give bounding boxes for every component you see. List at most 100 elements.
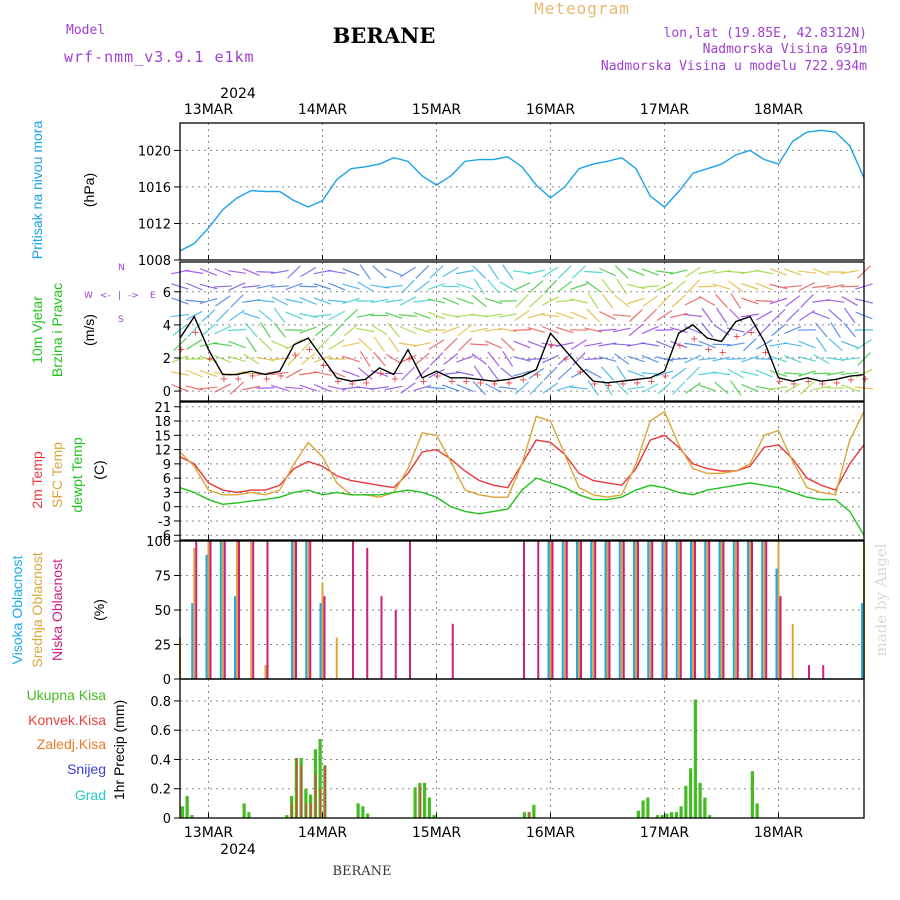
wind-barb <box>641 342 660 347</box>
cloud-bar-1 <box>307 541 310 679</box>
wind-barb <box>699 296 716 306</box>
wind-barb <box>828 338 843 351</box>
wind-marker: + <box>804 376 812 387</box>
precip-bar-1 <box>324 765 326 818</box>
wind-barb <box>388 336 400 353</box>
wind-barb <box>327 299 346 303</box>
wind-barb <box>642 295 658 307</box>
y-tick-label: 1012 <box>138 217 171 232</box>
model-name: wrf-nmm_v3.9.1 e1km <box>64 48 255 66</box>
wind-barb <box>470 343 489 346</box>
wind-barb <box>800 294 814 308</box>
wind-barb <box>584 270 603 274</box>
wind-barb <box>315 324 330 336</box>
cloud-bar-2 <box>679 541 682 679</box>
wind-barb <box>285 282 303 291</box>
cloud-bar-0 <box>747 541 749 679</box>
cloud-bar-2 <box>352 541 354 679</box>
wind-barb <box>199 369 218 378</box>
wind-barb <box>844 307 856 324</box>
credit-label: made by Angel <box>872 543 890 656</box>
wind-barb <box>399 354 417 364</box>
wind-barb <box>473 365 485 382</box>
wind-barb <box>542 382 559 394</box>
cloud-bar-2 <box>565 541 568 679</box>
cloud-bar-1 <box>549 541 552 679</box>
precip-bar-0 <box>698 782 702 818</box>
wind-barb <box>456 355 474 363</box>
y-tick-label: 6 <box>163 286 171 301</box>
wind-barb <box>528 367 544 380</box>
wind-barb <box>657 381 672 395</box>
wind-barb <box>641 354 659 364</box>
precip-unit: 1hr Precip (mm) <box>111 700 127 800</box>
wind-barb <box>798 370 816 377</box>
wind-barb <box>399 296 417 306</box>
wind-barb <box>456 384 474 392</box>
cloud-bar-2 <box>580 541 582 679</box>
compass-s: S <box>118 315 124 325</box>
wind-barb <box>683 313 703 318</box>
cloud-ylabel: Visoka Oblacnost <box>9 556 25 665</box>
wind-barb <box>570 283 588 290</box>
wind-barb <box>600 366 615 381</box>
wind-marker: + <box>847 375 855 386</box>
wind-barb <box>815 322 828 338</box>
wind-barb <box>741 355 759 363</box>
precip-bar-0 <box>689 768 693 818</box>
cloud-bar-2 <box>366 547 369 679</box>
wind-barb <box>229 381 245 395</box>
precip-legend-item: Zaledj.Kisa <box>37 736 106 752</box>
wind-barb <box>228 356 246 362</box>
wind-barb <box>685 382 701 394</box>
cloud-bar-0 <box>861 603 863 679</box>
wind-barb <box>627 297 645 305</box>
wind-barb <box>543 279 558 294</box>
wind-marker: + <box>747 328 755 339</box>
wind-barb <box>484 340 503 349</box>
cloud-bar-2 <box>708 541 711 679</box>
wind-barb <box>512 329 532 331</box>
wind-barb <box>442 266 459 278</box>
wind-barb <box>557 366 572 381</box>
wind-barb <box>242 385 261 391</box>
panel-frame <box>179 261 865 402</box>
cloud-bar-2 <box>252 541 255 679</box>
cloud-bar-2 <box>736 541 739 679</box>
wind-barb <box>342 283 360 290</box>
precip-bar-1 <box>419 785 421 818</box>
precip-legend-item: Konvek.Kisa <box>28 712 106 728</box>
wind-barb <box>615 381 629 395</box>
wind-barb <box>730 380 742 396</box>
wind-barb <box>384 385 403 391</box>
wind-barb <box>228 282 246 291</box>
wind-barb <box>470 313 489 318</box>
precip-legend-item: Grad <box>75 787 106 803</box>
wind-barb <box>799 310 815 321</box>
wind-barb <box>728 280 744 293</box>
wind-marker: + <box>605 380 613 391</box>
wind-barb <box>273 307 286 324</box>
wind-barb <box>712 343 731 346</box>
wind-barb <box>616 278 628 295</box>
wind-barb <box>557 265 572 279</box>
wind-barb <box>685 266 701 278</box>
wind-barb <box>769 369 788 378</box>
wind-marker: + <box>206 354 214 365</box>
cloud-bar-2 <box>665 541 668 679</box>
wind-barb <box>698 340 716 349</box>
precip-bar-0 <box>190 815 194 818</box>
wind-barb <box>186 339 203 350</box>
wind-barb <box>655 340 674 349</box>
y-tick-label: 18 <box>154 415 171 430</box>
date-labels-top: 13MAR 14MAR 15MAR 16MAR 17MAR 18MAR <box>184 102 803 118</box>
wind-barb <box>428 339 445 350</box>
year-label-bottom: 2024 <box>220 842 256 858</box>
wind-barb <box>771 308 786 323</box>
wind-barb <box>372 265 387 279</box>
wind-barb <box>601 278 614 295</box>
cloud-bar-0 <box>775 568 778 679</box>
wind-barb <box>684 354 702 364</box>
wind-barb <box>614 353 630 365</box>
wind-marker: + <box>234 374 242 385</box>
